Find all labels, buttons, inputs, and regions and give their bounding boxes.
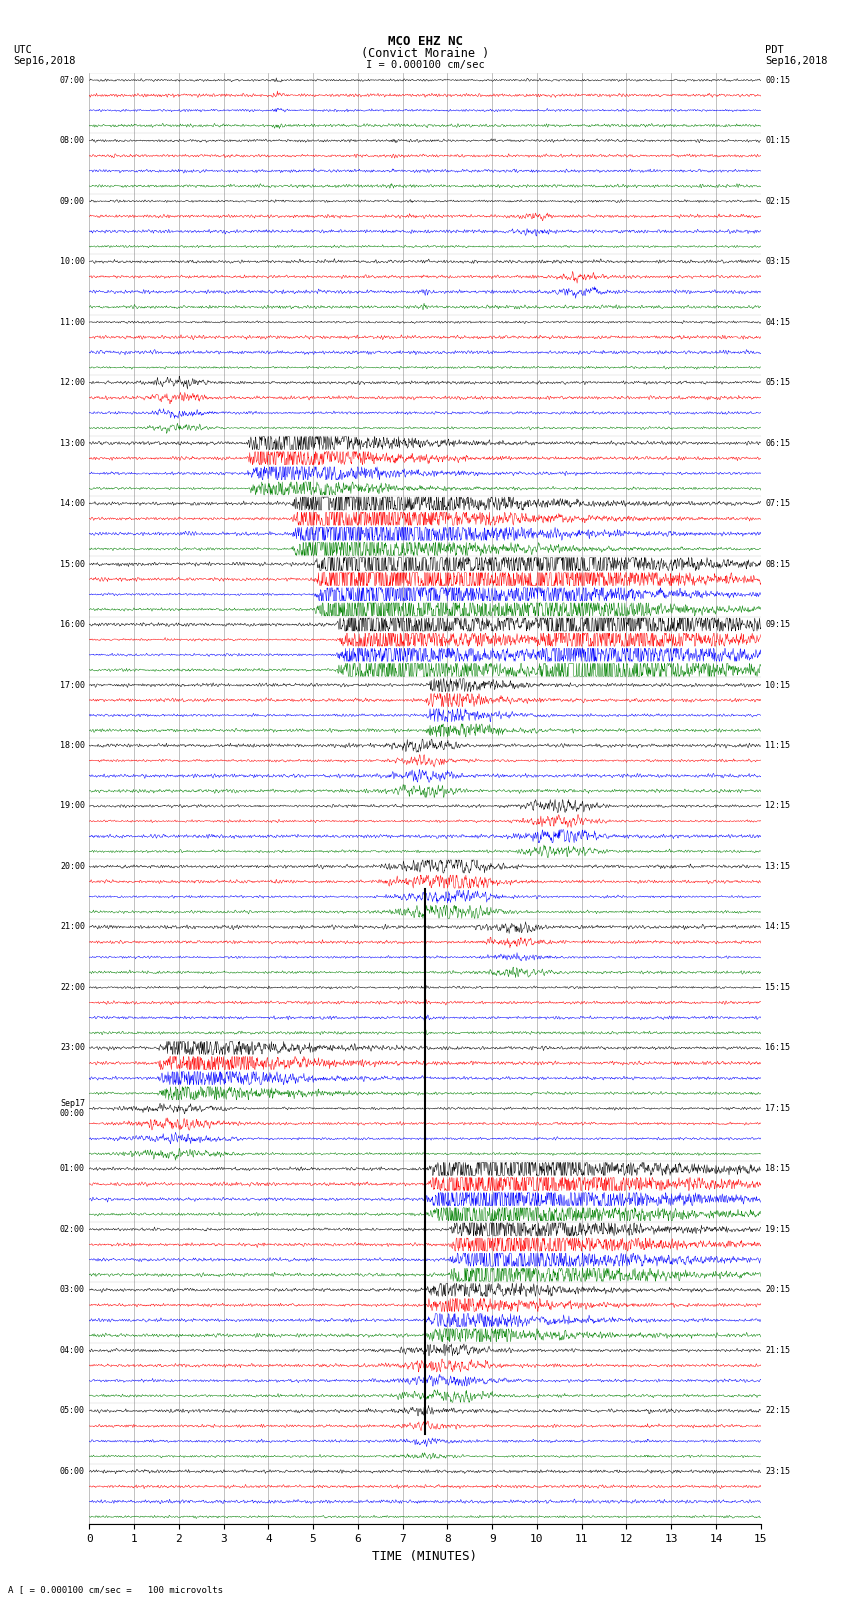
Text: 05:00: 05:00: [60, 1407, 85, 1415]
Text: Sep16,2018: Sep16,2018: [765, 56, 828, 66]
Text: 22:15: 22:15: [765, 1407, 790, 1415]
Text: 14:00: 14:00: [60, 498, 85, 508]
Text: 16:00: 16:00: [60, 619, 85, 629]
Text: 04:00: 04:00: [60, 1345, 85, 1355]
Text: 13:00: 13:00: [60, 439, 85, 447]
Text: 03:15: 03:15: [765, 256, 790, 266]
Text: 14:15: 14:15: [765, 923, 790, 931]
Text: 04:15: 04:15: [765, 318, 790, 326]
Text: 07:00: 07:00: [60, 76, 85, 84]
Text: 01:15: 01:15: [765, 135, 790, 145]
X-axis label: TIME (MINUTES): TIME (MINUTES): [372, 1550, 478, 1563]
Text: 06:00: 06:00: [60, 1466, 85, 1476]
Text: 19:15: 19:15: [765, 1224, 790, 1234]
Text: 13:15: 13:15: [765, 861, 790, 871]
Text: Sep16,2018: Sep16,2018: [13, 56, 76, 66]
Text: 10:15: 10:15: [765, 681, 790, 689]
Text: 23:00: 23:00: [60, 1044, 85, 1052]
Text: PDT: PDT: [765, 45, 784, 55]
Text: I = 0.000100 cm/sec: I = 0.000100 cm/sec: [366, 60, 484, 69]
Text: 05:15: 05:15: [765, 377, 790, 387]
Text: 08:15: 08:15: [765, 560, 790, 568]
Text: 23:15: 23:15: [765, 1466, 790, 1476]
Text: 15:00: 15:00: [60, 560, 85, 568]
Text: 17:15: 17:15: [765, 1103, 790, 1113]
Text: UTC: UTC: [13, 45, 31, 55]
Text: 11:15: 11:15: [765, 740, 790, 750]
Text: 11:00: 11:00: [60, 318, 85, 326]
Text: 21:00: 21:00: [60, 923, 85, 931]
Text: 01:00: 01:00: [60, 1165, 85, 1173]
Text: 15:15: 15:15: [765, 982, 790, 992]
Text: 18:00: 18:00: [60, 740, 85, 750]
Text: 06:15: 06:15: [765, 439, 790, 447]
Text: 09:15: 09:15: [765, 619, 790, 629]
Text: (Convict Moraine ): (Convict Moraine ): [361, 47, 489, 60]
Text: 02:15: 02:15: [765, 197, 790, 205]
Text: 22:00: 22:00: [60, 982, 85, 992]
Text: 09:00: 09:00: [60, 197, 85, 205]
Text: 08:00: 08:00: [60, 135, 85, 145]
Text: A [ = 0.000100 cm/sec =   100 microvolts: A [ = 0.000100 cm/sec = 100 microvolts: [8, 1584, 224, 1594]
Text: 10:00: 10:00: [60, 256, 85, 266]
Text: 17:00: 17:00: [60, 681, 85, 689]
Text: 16:15: 16:15: [765, 1044, 790, 1052]
Text: 03:00: 03:00: [60, 1286, 85, 1294]
Text: 20:00: 20:00: [60, 861, 85, 871]
Text: 21:15: 21:15: [765, 1345, 790, 1355]
Text: 07:15: 07:15: [765, 498, 790, 508]
Text: 18:15: 18:15: [765, 1165, 790, 1173]
Text: Sep17
00:00: Sep17 00:00: [60, 1098, 85, 1118]
Text: 19:00: 19:00: [60, 802, 85, 810]
Text: MCO EHZ NC: MCO EHZ NC: [388, 35, 462, 48]
Text: 00:15: 00:15: [765, 76, 790, 84]
Text: 12:00: 12:00: [60, 377, 85, 387]
Text: 02:00: 02:00: [60, 1224, 85, 1234]
Text: 12:15: 12:15: [765, 802, 790, 810]
Text: 20:15: 20:15: [765, 1286, 790, 1294]
